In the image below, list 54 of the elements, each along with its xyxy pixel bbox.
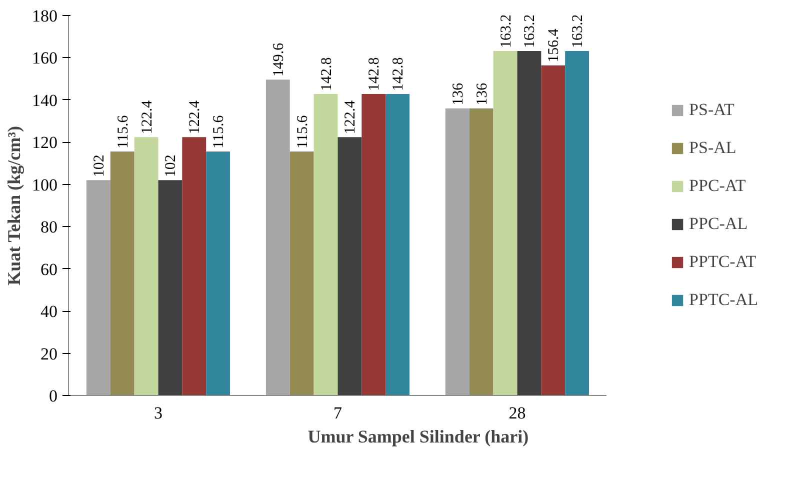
bar <box>206 151 230 396</box>
legend-label: PPTC-AT <box>689 252 756 272</box>
legend-label: PPTC-AL <box>689 290 758 310</box>
data-label: 115.6 <box>211 114 228 148</box>
y-tick-label: 60 <box>40 260 58 279</box>
data-label: 142.8 <box>366 57 383 92</box>
data-label: 102 <box>163 154 180 178</box>
bar <box>541 65 566 396</box>
x-tick-label: 7 <box>333 404 342 422</box>
y-tick-label: 180 <box>32 6 58 26</box>
y-tick-label: 40 <box>40 302 58 322</box>
legend-label: PPC-AT <box>689 176 746 196</box>
x-tick-label: 28 <box>508 404 526 422</box>
y-tick-label: 100 <box>32 175 58 194</box>
bar <box>469 108 494 396</box>
y-tick-label: 120 <box>32 133 58 152</box>
data-label: 142.8 <box>390 57 407 92</box>
bar <box>386 94 410 396</box>
data-label: 136 <box>450 82 466 106</box>
data-label: 115.6 <box>294 114 311 148</box>
y-tick-label: 140 <box>32 90 58 110</box>
data-label: 102 <box>91 154 108 178</box>
bar <box>86 180 110 396</box>
data-label: 136 <box>474 82 490 106</box>
bar <box>182 137 206 396</box>
data-label: 122.4 <box>139 100 156 134</box>
bar <box>314 94 338 396</box>
y-axis-title: Kuat Tekan (kg/cm³) <box>4 126 24 286</box>
y-tick-label: 80 <box>40 218 58 237</box>
x-axis-title: Umur Sampel Silinder (hari) <box>308 426 529 446</box>
bar <box>158 180 182 396</box>
y-tick-label: 0 <box>49 386 58 406</box>
bar <box>517 50 542 396</box>
data-label: 115.6 <box>115 114 132 148</box>
bar <box>493 50 518 396</box>
bar <box>266 80 290 396</box>
bar <box>338 137 362 396</box>
data-label: 122.4 <box>187 100 204 134</box>
bar <box>110 151 134 396</box>
data-label: 122.4 <box>342 100 359 134</box>
data-label: 149.6 <box>270 42 287 77</box>
x-tick-label: 3 <box>154 404 162 422</box>
bar <box>565 50 590 396</box>
bar <box>445 108 470 396</box>
bar <box>290 151 314 396</box>
bar <box>362 94 386 396</box>
bar <box>134 137 158 396</box>
legend-label: PS-AT <box>689 100 734 120</box>
legend-label: PS-AL <box>689 138 736 158</box>
legend-label: PPC-AL <box>689 214 748 234</box>
data-label: 142.8 <box>318 57 335 92</box>
data-label: 156.4 <box>546 28 562 62</box>
y-tick-label: 160 <box>32 48 58 68</box>
y-tick-label: 20 <box>40 344 58 364</box>
